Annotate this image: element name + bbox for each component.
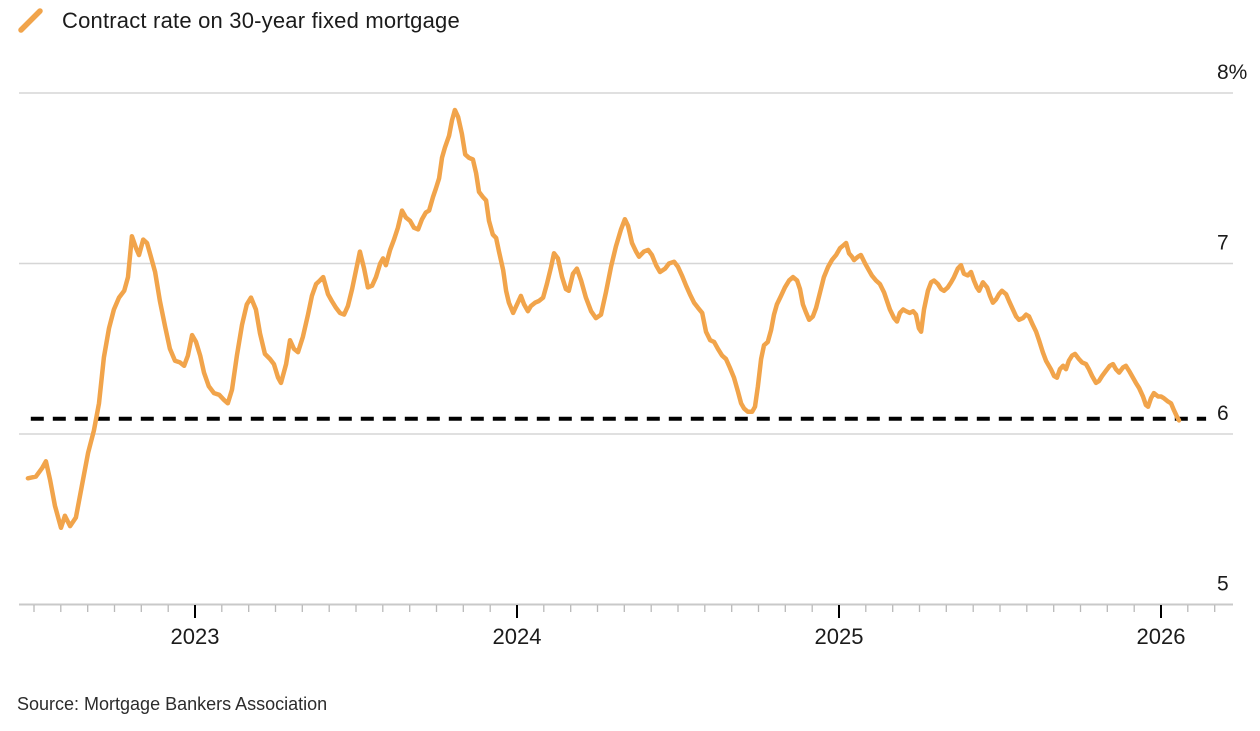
x-axis-label: 2023 [171,624,220,649]
y-axis-label: 5 [1217,573,1229,596]
legend-label: Contract rate on 30-year fixed mortgage [62,8,460,33]
y-axis-label: 6 [1217,402,1229,425]
series-line [25,107,1182,531]
legend: Contract rate on 30-year fixed mortgage [16,6,460,36]
x-axis-label: 2024 [493,624,542,649]
y-axis-label: 7 [1217,232,1229,255]
y-axis-label: 8% [1217,61,1247,84]
x-axis-label: 2025 [815,624,864,649]
source-note: Source: Mortgage Bankers Association [17,694,328,714]
slash-icon [18,8,43,33]
x-axis-label: 2026 [1137,624,1186,649]
series-swatch-icon [18,8,43,33]
